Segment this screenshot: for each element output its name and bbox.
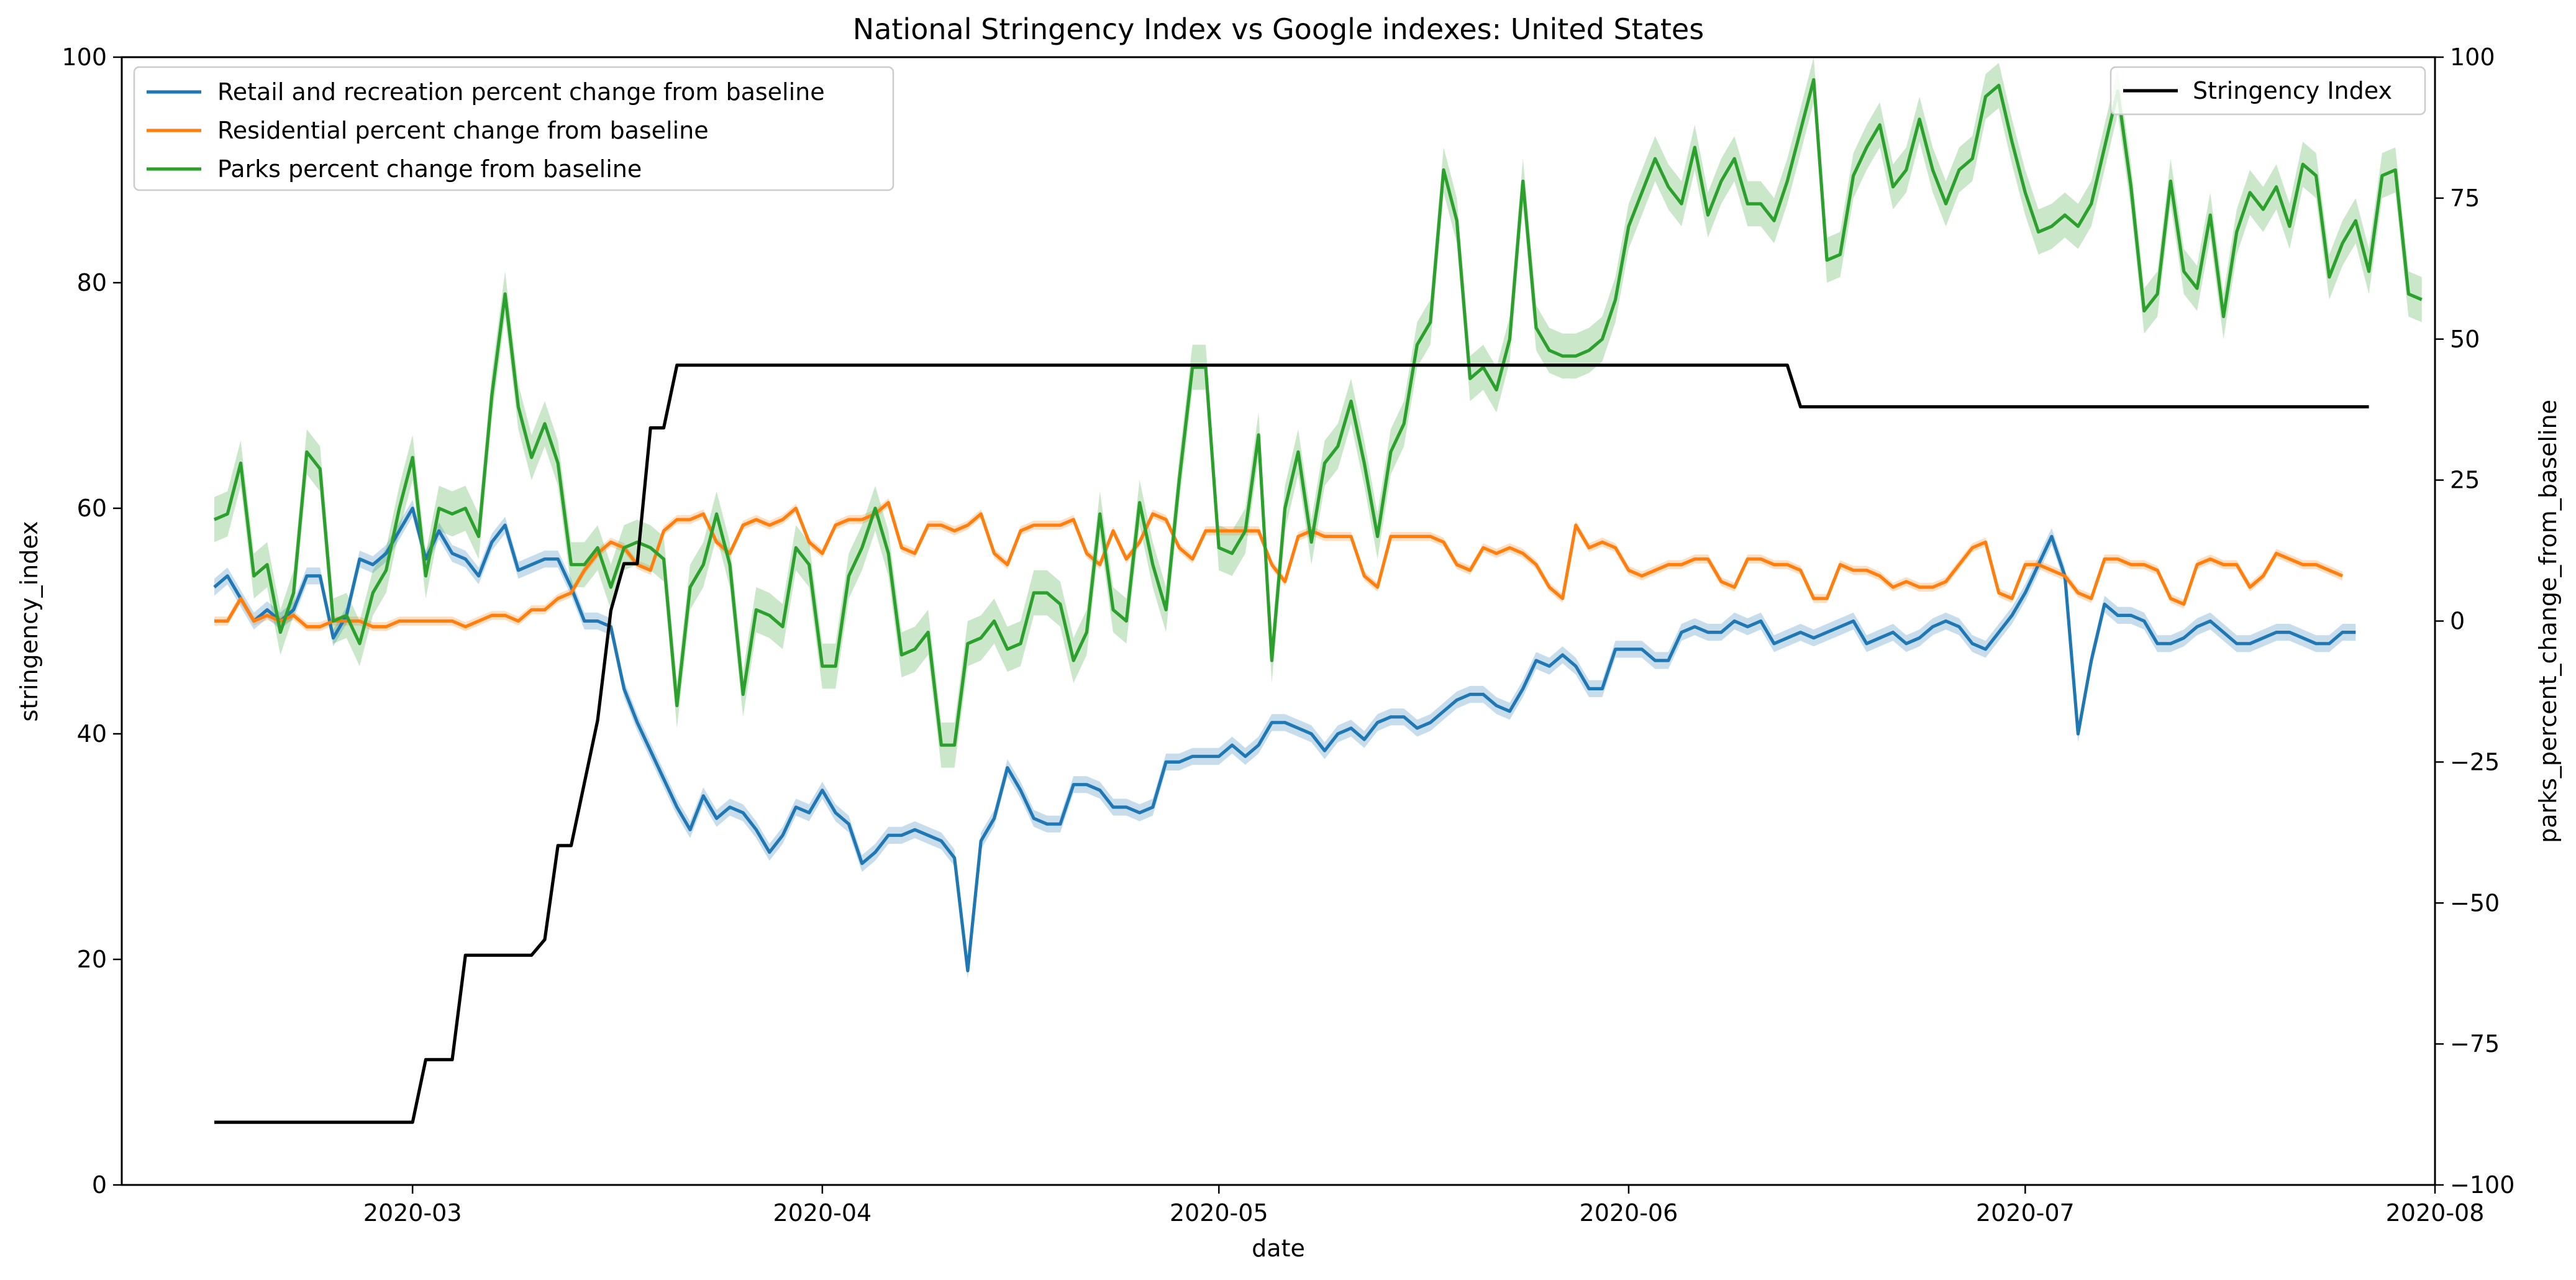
legend-right: Stringency Index: [2109, 66, 2426, 116]
legend-label-stringency: Stringency Index: [2193, 77, 2392, 104]
legend-right-box: [2109, 66, 2426, 116]
legend-label-parks: Parks percent change from baseline: [217, 155, 642, 183]
legend-label-retail: Retail and recreation percent change fro…: [217, 78, 825, 106]
x-tick-label: 2020-03: [363, 1199, 462, 1227]
x-tick-label: 2020-04: [773, 1199, 872, 1227]
legend-left: Retail and recreation percent change fro…: [133, 66, 894, 191]
x-tick-label: 2020-08: [2386, 1199, 2485, 1227]
x-axis-ticks: 2020-03 2020-04 2020-05 2020-06 2020-07 2020-…: [363, 1185, 2485, 1227]
legend-left-box: [133, 66, 894, 191]
chart-title: National Stringency Index vs Google inde…: [853, 12, 1704, 46]
y2-tick-label: −100: [2450, 1171, 2515, 1199]
y-tick-label: 100: [61, 43, 107, 71]
y2-tick-label: 75: [2450, 185, 2480, 212]
retail-line: [213, 506, 2356, 972]
y2-tick-label: 0: [2450, 608, 2465, 635]
right-y-axis-label: parks_percent_change_from_baseline: [2534, 400, 2562, 843]
parks-line: [213, 78, 2423, 747]
y-tick-label: 40: [77, 720, 107, 747]
legend-label-residential: Residential percent change from baseline: [217, 117, 709, 144]
retail-confidence-band: [214, 500, 2356, 979]
x-axis-label: date: [1252, 1235, 1305, 1262]
y2-tick-label: 100: [2450, 43, 2495, 71]
y-tick-label: 0: [92, 1171, 107, 1199]
left-y-axis-ticks: 0 20 40 60 80 100: [61, 43, 122, 1199]
x-tick-label: 2020-05: [1170, 1199, 1268, 1227]
left-y-axis-label: stringency_index: [16, 521, 43, 722]
y2-tick-label: −75: [2450, 1030, 2500, 1058]
right-y-axis-ticks: −100 −75 −50 −25 0 25 50 75 100: [2435, 43, 2515, 1199]
y2-tick-label: −50: [2450, 889, 2500, 917]
y2-tick-label: 50: [2450, 326, 2480, 353]
series-lines: [213, 78, 2423, 1124]
y2-tick-label: −25: [2450, 748, 2500, 775]
y-tick-label: 80: [77, 269, 107, 296]
y-tick-label: 20: [77, 946, 107, 973]
y-tick-label: 60: [77, 495, 107, 522]
y2-tick-label: 25: [2450, 467, 2480, 494]
x-tick-label: 2020-07: [1976, 1199, 2075, 1227]
stringency-index-line: [214, 363, 2369, 1124]
x-tick-label: 2020-06: [1580, 1199, 1678, 1227]
